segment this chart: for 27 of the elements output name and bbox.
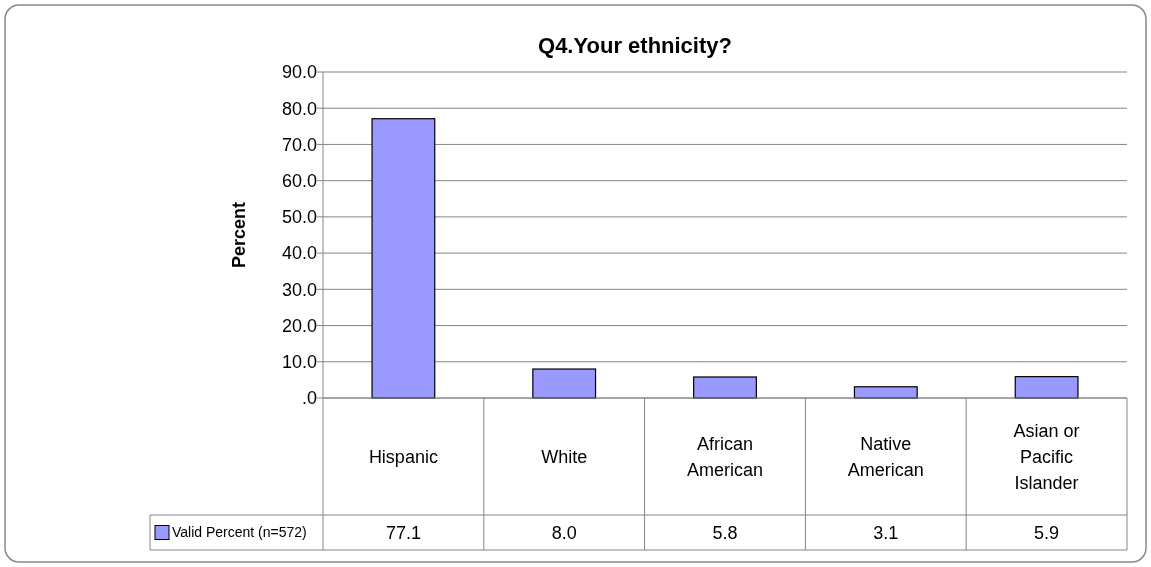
data-label: 5.8 — [712, 522, 738, 543]
y-tick-label: 40.0 — [281, 243, 317, 264]
bar — [1014, 376, 1079, 399]
y-tick-label: 60.0 — [281, 170, 317, 191]
y-axis-title: Percent — [229, 201, 249, 269]
data-label: 8.0 — [551, 522, 577, 543]
bar — [532, 368, 597, 399]
legend-label: Valid Percent (n=572) — [172, 524, 307, 541]
data-label: 77.1 — [385, 522, 421, 543]
y-tick-label: 20.0 — [281, 315, 317, 336]
y-tick-label: .0 — [301, 388, 317, 409]
bar — [693, 376, 757, 399]
x-tick-label: Native American — [847, 433, 924, 480]
data-label: 3.1 — [873, 522, 899, 543]
x-tick-label: African American — [686, 433, 764, 480]
x-tick-label: Asian or Pacific Islander — [1013, 420, 1080, 493]
y-tick-label: 80.0 — [281, 98, 317, 119]
y-tick-label: 30.0 — [281, 279, 317, 300]
data-label: 5.9 — [1034, 522, 1060, 543]
bar — [371, 118, 436, 399]
chart-title: Q4.Your ethnicity? — [538, 33, 732, 58]
y-tick-label: 70.0 — [281, 134, 317, 155]
y-tick-label: 50.0 — [281, 207, 317, 228]
y-tick-label: 90.0 — [281, 62, 317, 83]
y-tick-label: 10.0 — [281, 352, 317, 373]
x-tick-label: White — [541, 446, 588, 467]
x-tick-label: Hispanic — [368, 446, 438, 467]
